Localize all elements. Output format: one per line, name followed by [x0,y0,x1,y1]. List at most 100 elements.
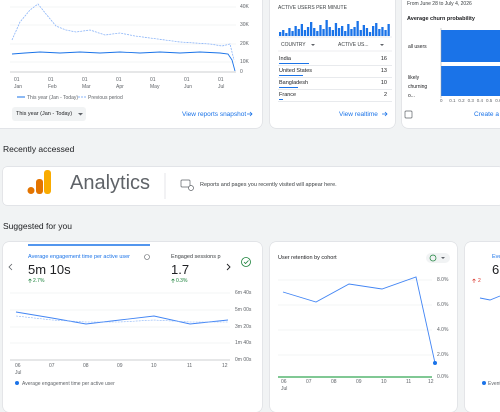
create-link[interactable]: Create a [474,110,499,118]
minute-bar [328,27,331,36]
row-bar [279,87,298,88]
decor-layer [8,3,500,385]
divider [278,65,392,66]
dropdown-icon [78,113,83,116]
y-tick-label: 5m 00s [235,307,252,313]
metric-tab[interactable]: Average engagement time per active user [28,254,131,260]
x-tick-label: 12 [222,363,228,369]
up-arrow [28,278,175,283]
active-users: 2 [383,92,387,98]
x-tick-label: 0.2 [458,98,465,103]
x-tick-label: Mar [82,84,91,90]
prev-button[interactable] [8,263,13,271]
minute-bar [362,25,365,36]
divider [278,77,392,78]
minute-bar [350,29,353,36]
minute-bar [359,30,362,36]
check-icon [429,254,437,262]
x-tick-label: 0.1 [449,98,456,103]
y-tick-label: 0m 00s [235,357,252,363]
down-arrow [472,278,476,283]
next-button[interactable] [226,263,231,271]
churn-bar [441,66,500,96]
y-tick-label: 40K [240,4,249,10]
empty-message: Reports and pages you recently visited w… [200,182,337,188]
x-tick-label: Jul [218,84,225,90]
churn-card [402,0,500,128]
country: India [279,56,291,62]
minute-bar [387,24,390,36]
x-tick-label: 06 [15,363,21,369]
minute-bar [341,26,344,36]
minute-bar [282,30,285,36]
column-header: COUNTRY [281,42,306,48]
section-heading: Recently accessed [3,144,75,154]
y-tick-label: 10K [240,59,249,65]
minute-bar [291,31,294,36]
x-tick-label: 08 [331,379,337,385]
x-tick-label: 0.5 [486,98,493,103]
metric-tab[interactable]: Engaged sessions p [171,254,221,260]
minute-bar [279,32,282,36]
x-tick-label: May [150,84,160,90]
y-tick-label: 0.0% [437,374,449,380]
minute-bar [322,29,325,36]
minute-bar [325,20,328,36]
x-tick-label: 09 [356,379,362,385]
x-tick-label: 01 [150,77,156,83]
minute-bar [297,29,300,36]
arrow-icon [247,111,253,117]
insight-chip[interactable] [426,253,450,263]
arrow-icon [382,111,388,117]
x-tick-label: 0.3 [467,98,474,103]
y-tick-label: 20K [240,41,249,47]
partial-line [479,295,500,301]
analytics-logo [27,170,51,194]
check-icon [243,260,249,265]
minute-bar [384,30,387,36]
minute-bar [331,30,334,36]
report-link[interactable]: View reports snapshot [182,110,247,118]
history-icon [180,179,194,191]
x-tick-label: 08 [83,363,89,369]
minute-bar [375,23,378,36]
card-title: Eve [492,254,500,260]
realtime-link[interactable]: View realtime [339,110,378,118]
churn-bar [441,30,500,62]
row-bar [279,63,309,64]
x-tick-label: 12 [428,379,434,385]
minute-bar [372,26,375,36]
y-tick-label: 6.0% [437,302,449,308]
metric-change: 2.7% [33,278,45,284]
card-title: Average churn probability [407,16,475,22]
y-tick-label: 3m 20s [235,324,252,330]
x-tick-label: 07 [49,363,55,369]
overview-card [0,0,262,128]
column-header: ACTIVE US... [338,42,369,48]
y-tick-label: 1m 40s [235,340,252,346]
minute-bar [368,32,372,36]
y-tick-label: 6m 40s [235,290,252,296]
x-tick-label: 09 [117,363,123,369]
x-tick-label: 01 [218,77,224,83]
date-button[interactable]: This year (Jan - Today) [16,111,73,117]
legend-dot [15,381,19,385]
insight-icon[interactable] [241,257,251,267]
metric-value: 5m 10s [28,262,71,277]
retention-card [270,242,457,412]
y-tick-label: 30K [240,22,249,28]
x-tick-label: 10 [151,363,157,369]
minute-bar [353,27,356,36]
current-line [11,51,236,72]
metric-change: 2 [478,278,481,284]
minute-bar [365,28,369,36]
active-users: 16 [380,56,387,62]
y-tick-label: 4.0% [437,327,449,333]
x-tick-label: 0 [440,98,443,103]
card-title: ACTIVE USERS PER MINUTE [278,5,347,11]
previous-line [11,3,235,61]
country: Bangladesh [279,80,309,86]
active-users: 13 [380,68,387,74]
row-label: all users [408,44,427,50]
